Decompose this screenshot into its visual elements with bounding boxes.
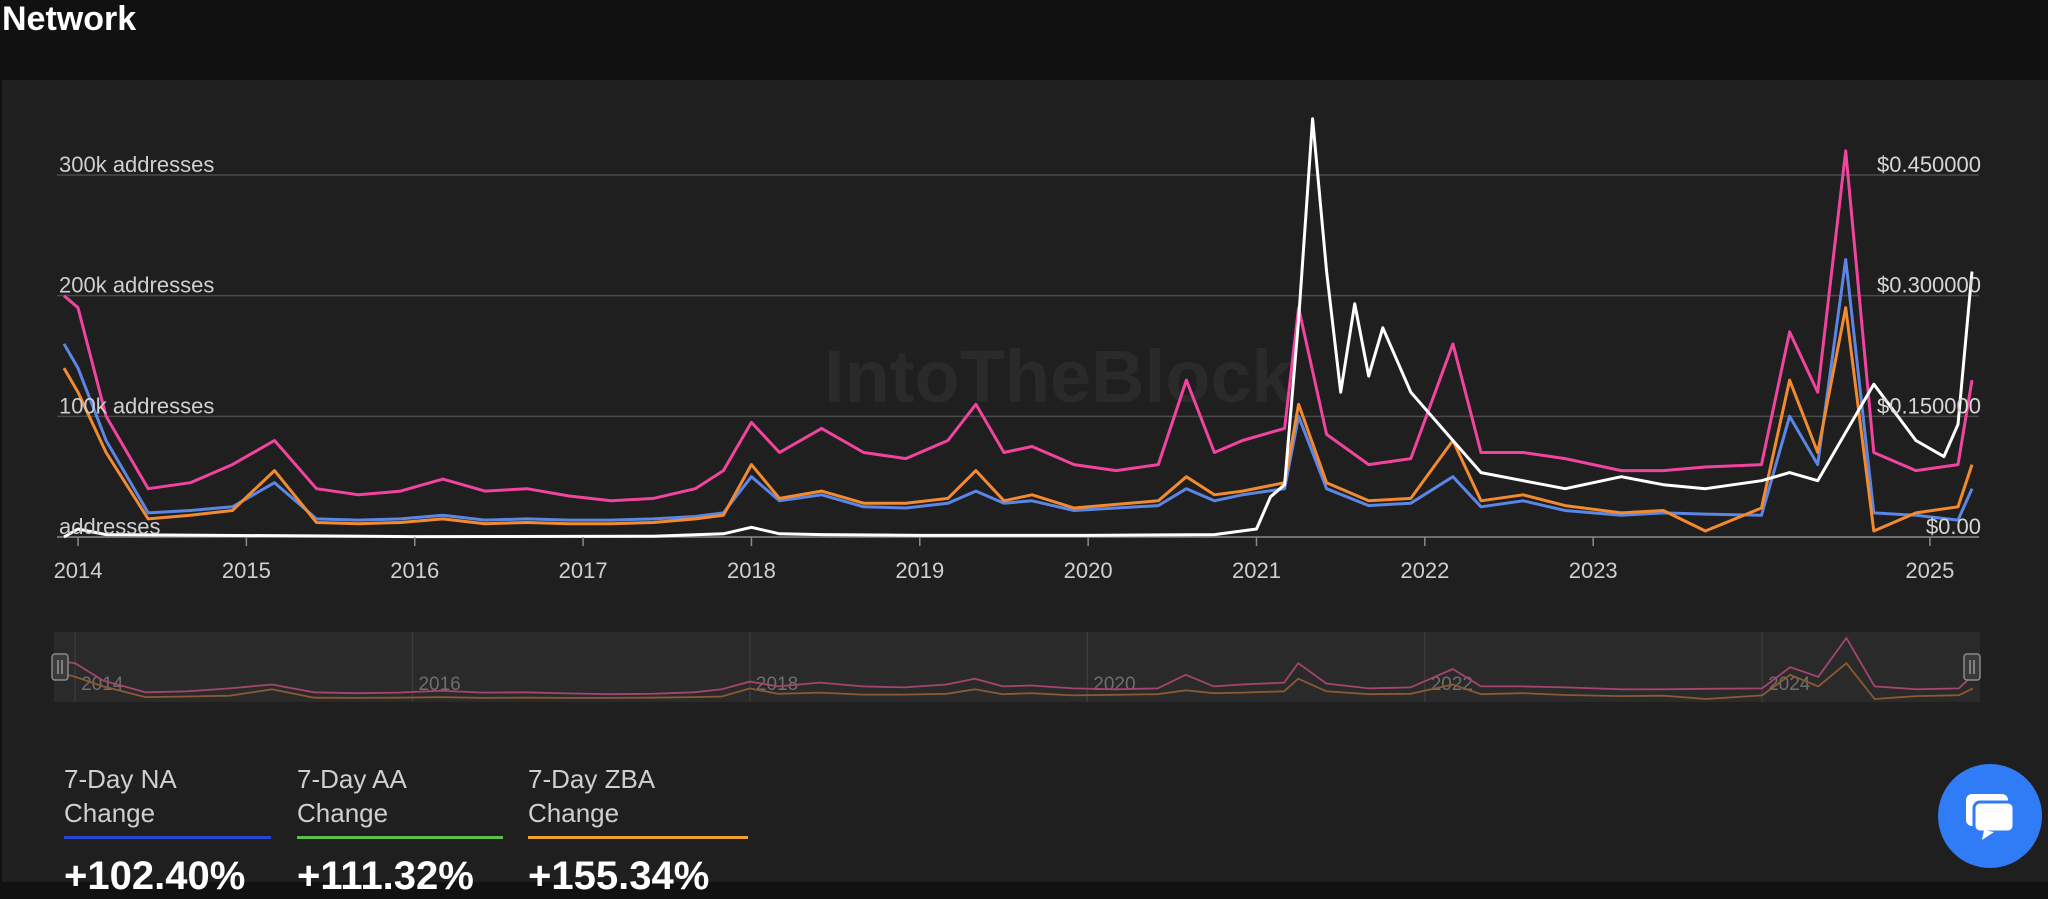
stat-underline (64, 836, 271, 839)
x-tick-label: 2022 (1400, 558, 1449, 583)
series-line-2 (62, 306, 1974, 533)
y-left-tick-label: 300k addresses (59, 152, 214, 177)
stat-label: 7-Day ZBA Change (528, 764, 654, 828)
x-tick-label: 2021 (1232, 558, 1281, 583)
stat-underline (528, 836, 748, 839)
x-tick-label: 2019 (895, 558, 944, 583)
watermark: IntoTheBlock (824, 335, 1294, 418)
stat-card[interactable]: 7-Day AA Change +111.32% (297, 762, 503, 899)
stat-card[interactable]: 7-Day ZBA Change +155.34% (528, 762, 748, 899)
navigator-label: 2018 (756, 674, 798, 695)
chat-button[interactable] (1938, 764, 2042, 868)
navigator-label: 2016 (418, 674, 460, 695)
series-line-0 (63, 149, 1974, 503)
y-left-tick-label: 200k addresses (59, 273, 214, 298)
page-title: Network (2, 0, 137, 38)
navigator-label: 2020 (1093, 674, 1135, 695)
navigator-series-0 (60, 636, 1974, 696)
chart-panel: IntoTheBlock addresses 100k addresses 200k… (2, 80, 2048, 882)
network-chart[interactable]: IntoTheBlock addresses 100k addresses 200k… (2, 80, 2048, 882)
navigator-left-handle[interactable] (51, 653, 69, 681)
navigator-series-2 (60, 661, 1974, 700)
stat-label: 7-Day AA Change (297, 764, 406, 828)
stat-underline (297, 836, 503, 839)
y-right-tick-label: $0.00 (1926, 514, 1981, 539)
stat-value: +155.34% (528, 854, 710, 898)
navigator-right-handle[interactable] (1963, 653, 1981, 681)
x-tick-label: 2015 (222, 558, 271, 583)
y-left-tick-label: addresses (59, 514, 161, 539)
y-right-tick-label: $0.450000 (1877, 152, 1981, 177)
x-tick-label: 2020 (1064, 558, 1113, 583)
series-line-1 (62, 258, 1974, 522)
x-tick-label: 2018 (727, 558, 776, 583)
chat-bubble-icon (1966, 794, 2016, 840)
y-right-tick-label: $0.300000 (1877, 273, 1981, 298)
range-navigator[interactable]: 2014 2016 2018 2020 2022 2024 (51, 632, 1981, 702)
stat-card[interactable]: 7-Day NA Change +102.40% (64, 762, 271, 899)
y-left-tick-label: 100k addresses (59, 393, 214, 418)
navigator-label: 2024 (1768, 674, 1811, 695)
x-tick-label: 2016 (390, 558, 439, 583)
x-tick-label: 2014 (54, 558, 103, 583)
y-right-tick-label: $0.150000 (1877, 393, 1981, 418)
x-tick-label: 2017 (559, 558, 608, 583)
stat-value: +102.40% (64, 854, 246, 898)
stat-value: +111.32% (297, 854, 474, 898)
x-tick-label: 2025 (1905, 558, 1954, 583)
stat-label: 7-Day NA Change (64, 764, 176, 828)
series-line-3 (63, 117, 1974, 539)
navigator-background (54, 632, 1980, 702)
x-tick-label: 2023 (1569, 558, 1618, 583)
